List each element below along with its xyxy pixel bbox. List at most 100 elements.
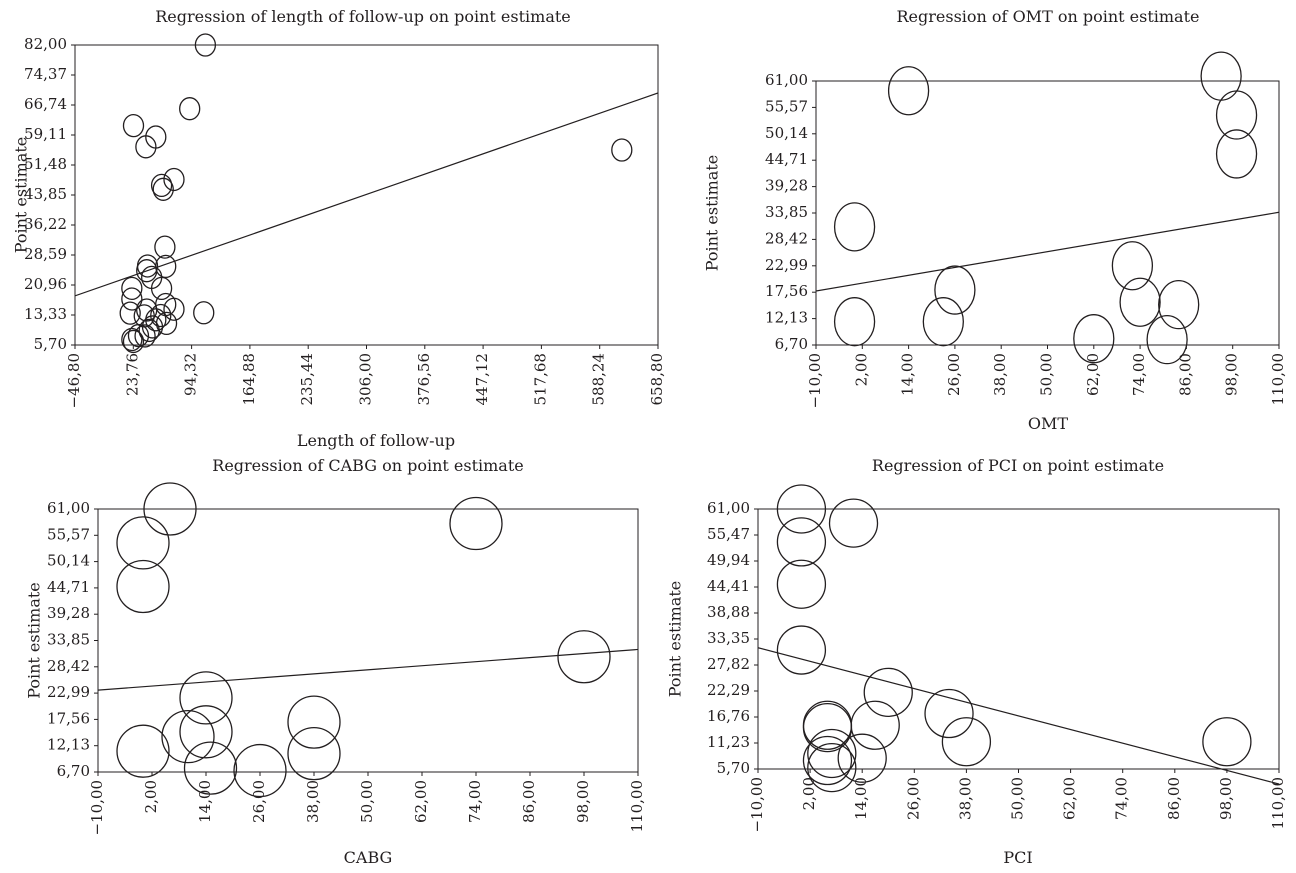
y-axis-label: Point estimate xyxy=(12,137,31,254)
y-tick-label: 6,70 xyxy=(57,762,90,780)
y-tick-label: 61,00 xyxy=(765,71,808,89)
data-point xyxy=(1215,129,1258,179)
y-tick-label: 44,41 xyxy=(707,577,750,595)
y-tick-label: 43,85 xyxy=(24,185,67,203)
data-point xyxy=(161,709,215,764)
x-tick-label: 74,00 xyxy=(1130,353,1148,396)
chart-panel-3: Regression of CABG on point estimate Poin… xyxy=(25,456,647,867)
data-point xyxy=(179,671,233,725)
x-axis-label: Length of follow-up xyxy=(297,431,455,450)
x-tick-label: 26,00 xyxy=(904,777,922,820)
y-tick-label: 28,42 xyxy=(765,229,808,247)
y-tick-label: 11,23 xyxy=(707,733,750,751)
x-tick-label: 376,56 xyxy=(415,353,433,406)
data-point xyxy=(1119,277,1161,327)
y-tick-label: 61,00 xyxy=(47,499,90,517)
data-point xyxy=(116,724,170,778)
y-tick-label: 17,56 xyxy=(47,709,90,727)
x-tick-label: 86,00 xyxy=(1176,353,1194,396)
x-tick-label: 98,00 xyxy=(574,780,592,823)
data-point xyxy=(179,705,233,759)
x-tick-label: 26,00 xyxy=(250,780,268,823)
data-point xyxy=(449,496,503,551)
x-tick-label: 86,00 xyxy=(520,780,538,823)
x-tick-label: 74,00 xyxy=(466,780,484,823)
x-tick-label: 588,24 xyxy=(590,353,608,406)
x-axis-label: CABG xyxy=(344,848,393,867)
data-point xyxy=(776,517,827,567)
x-tick-label: 98,00 xyxy=(1217,777,1235,820)
chart-panel-1: Regression of length of follow-up on poi… xyxy=(12,7,667,450)
data-point xyxy=(833,202,876,252)
data-point xyxy=(807,742,857,793)
x-axis-label: OMT xyxy=(1028,414,1069,433)
data-point xyxy=(887,66,930,116)
data-point xyxy=(922,297,964,347)
data-point xyxy=(287,695,341,749)
x-tick-label: 98,00 xyxy=(1223,353,1241,396)
data-point xyxy=(136,259,158,283)
y-axis-label: Point estimate xyxy=(703,155,722,272)
data-point xyxy=(121,276,143,301)
x-tick-label: 14,00 xyxy=(852,777,870,820)
data-point xyxy=(1158,279,1200,330)
x-tick-label: 23,76 xyxy=(123,353,141,396)
chart-panel-2: Regression of OMT on point estimate Point… xyxy=(703,7,1288,433)
data-point xyxy=(121,327,143,352)
y-tick-label: 28,42 xyxy=(47,657,90,675)
chart-title: Regression of PCI on point estimate xyxy=(872,456,1164,475)
data-point xyxy=(183,741,238,795)
y-tick-label: 27,82 xyxy=(707,655,750,673)
y-tick-label: 44,71 xyxy=(47,578,90,596)
data-point xyxy=(136,298,158,322)
data-point xyxy=(127,323,150,348)
data-point xyxy=(163,297,185,321)
data-point xyxy=(1146,315,1188,365)
data-point xyxy=(1073,314,1115,364)
data-point xyxy=(122,329,145,354)
data-point xyxy=(134,324,156,348)
data-point xyxy=(828,498,879,548)
x-tick-label: 50,00 xyxy=(1038,353,1056,396)
x-tick-label: −10,00 xyxy=(748,777,766,833)
plot-marks xyxy=(75,33,658,354)
x-tick-label: 306,00 xyxy=(357,353,375,406)
x-tick-label: 62,00 xyxy=(412,780,430,823)
data-point xyxy=(179,97,201,121)
x-tick-label: 62,00 xyxy=(1061,777,1079,820)
data-point xyxy=(116,516,170,570)
regression-line xyxy=(758,647,1279,785)
data-point xyxy=(557,630,611,684)
y-axis-label: Point estimate xyxy=(25,582,44,699)
y-tick-label: 55,57 xyxy=(47,525,90,543)
x-tick-label: 517,68 xyxy=(531,353,549,406)
y-tick-label: 39,28 xyxy=(47,604,90,622)
data-point xyxy=(934,265,976,315)
x-tick-label: 50,00 xyxy=(1009,777,1027,820)
x-tick-label: 447,12 xyxy=(473,353,491,406)
y-tick-label: 22,99 xyxy=(47,683,90,701)
data-point xyxy=(150,276,173,301)
data-point xyxy=(802,735,853,786)
y-tick-label: 50,14 xyxy=(765,124,808,142)
data-point xyxy=(194,33,217,57)
data-point xyxy=(941,717,992,767)
data-point xyxy=(1111,241,1154,291)
y-tick-label: 17,56 xyxy=(765,282,808,300)
y-tick-label: 59,11 xyxy=(24,125,67,143)
x-tick-label: 74,00 xyxy=(1113,777,1131,820)
y-tick-label: 33,85 xyxy=(765,203,808,221)
data-point xyxy=(1202,717,1252,767)
y-tick-label: 12,13 xyxy=(47,736,90,754)
x-tick-label: 235,44 xyxy=(298,353,316,406)
regression-line xyxy=(98,648,638,691)
y-tick-label: 5,70 xyxy=(34,335,67,353)
x-tick-label: −10,00 xyxy=(806,353,824,409)
y-tick-label: 22,99 xyxy=(765,256,808,274)
y-tick-label: 38,88 xyxy=(707,603,750,621)
data-point xyxy=(136,254,159,278)
data-point xyxy=(1215,90,1258,140)
x-tick-label: 2,00 xyxy=(800,777,818,810)
y-tick-label: 51,48 xyxy=(24,155,67,173)
data-point xyxy=(924,688,974,739)
